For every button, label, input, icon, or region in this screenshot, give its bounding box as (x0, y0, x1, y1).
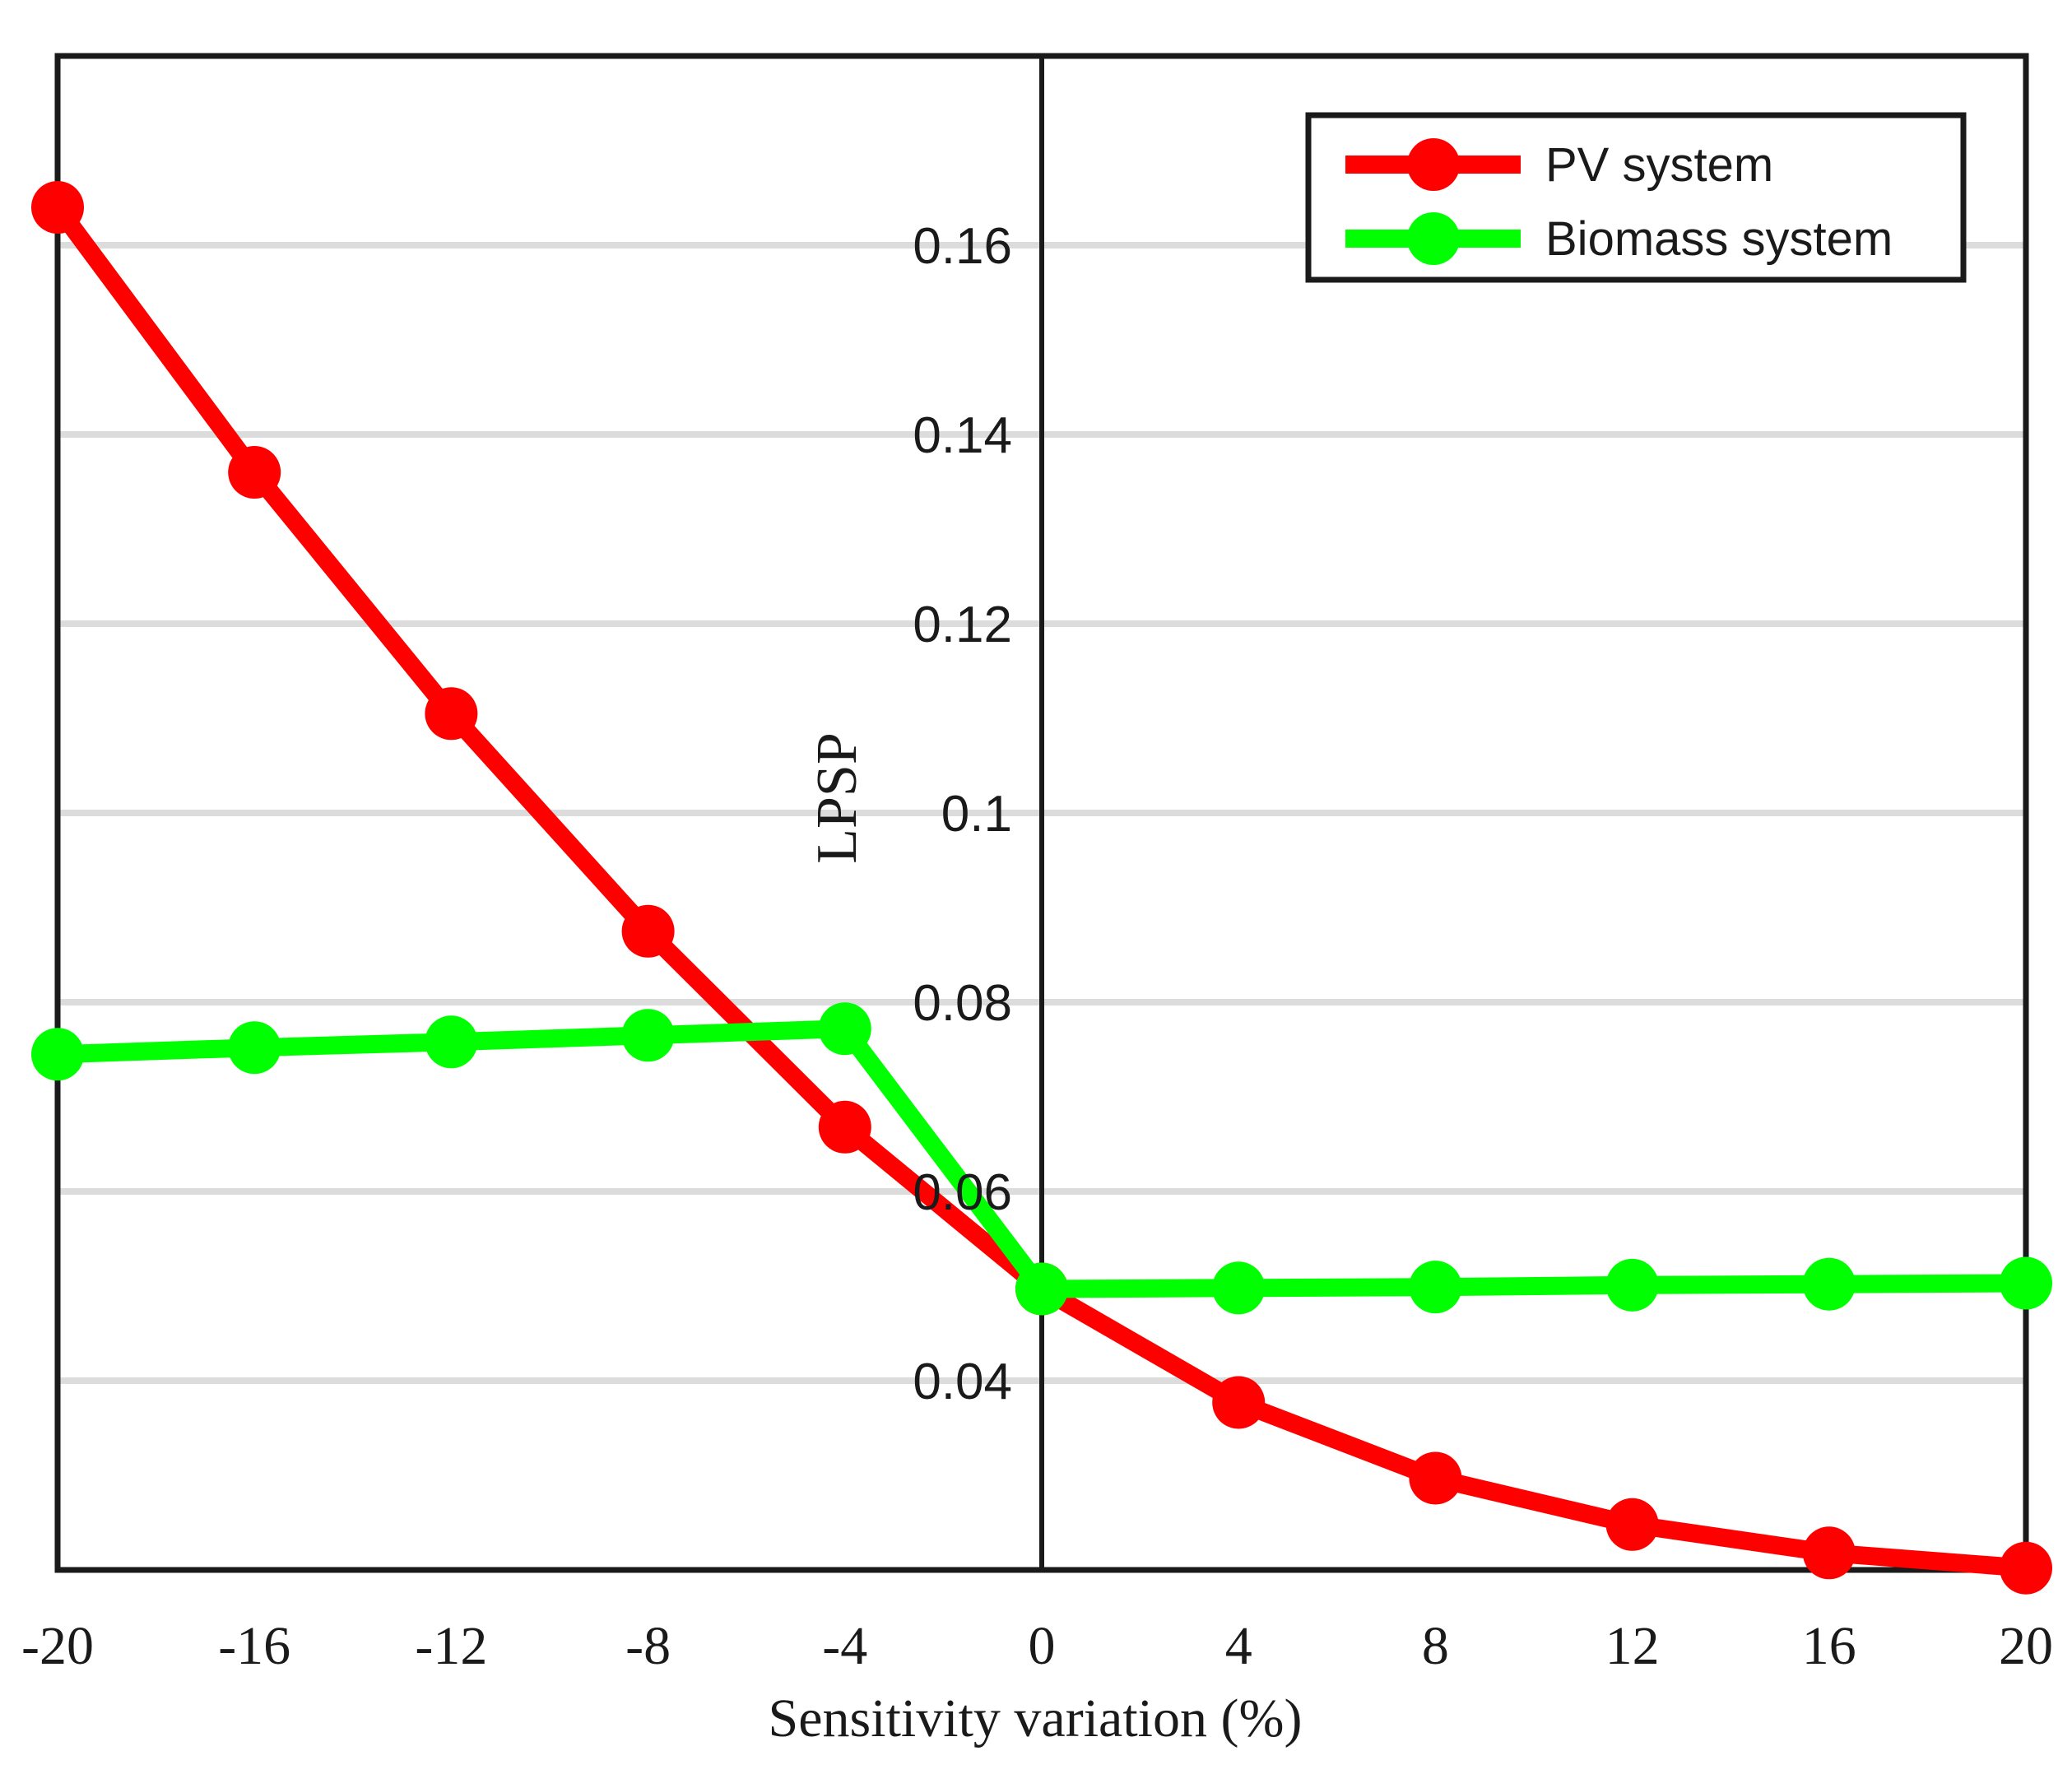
data-point-pv (1212, 1376, 1266, 1429)
data-point-biomass (621, 1009, 675, 1062)
data-point-pv (1409, 1451, 1462, 1505)
data-point-pv (1605, 1498, 1659, 1551)
data-point-biomass (1212, 1261, 1266, 1315)
x-tick-label: -20 (21, 1616, 94, 1676)
data-point-pv (621, 904, 675, 958)
data-point-biomass (818, 1002, 871, 1056)
legend-biomass-label: Biomass system (1545, 212, 1893, 266)
y-tick-label: 0.06 (913, 1164, 1012, 1221)
x-tick-label: 0 (1029, 1616, 1056, 1676)
x-tick-label: 4 (1225, 1616, 1252, 1676)
data-point-biomass (1802, 1257, 1856, 1311)
legend-pv-label: PV system (1545, 138, 1773, 192)
x-tick-label: -12 (415, 1616, 487, 1676)
x-axis-title: Sensitivity variation (%) (769, 1688, 1303, 1748)
x-tick-label: -4 (822, 1616, 867, 1676)
y-tick-label: 0.1 (941, 786, 1012, 843)
data-point-biomass (1015, 1262, 1068, 1316)
axis-layer (54, 53, 2029, 1573)
x-tick-label: 8 (1422, 1616, 1449, 1676)
data-point-pv (2000, 1541, 2052, 1595)
y-axis-title: LPSP (806, 732, 869, 864)
data-point-biomass (31, 1028, 84, 1081)
x-tick-label: 16 (1802, 1616, 1856, 1676)
data-point-pv (228, 446, 281, 499)
data-point-pv (425, 687, 478, 741)
legend-pv-marker (1407, 138, 1460, 191)
data-point-biomass (1409, 1261, 1462, 1314)
x-tick-label: 20 (1999, 1616, 2053, 1676)
x-tick-label: -8 (625, 1616, 671, 1676)
label-layer: 0.04 0.06 0.08 0.1 0.12 0.14 0.16 -20 -16 -12 -8 -4… (21, 218, 2053, 1676)
data-point-pv (818, 1100, 871, 1154)
legend-biomass-marker (1407, 212, 1460, 265)
y-tick-label: 0.14 (913, 407, 1012, 464)
series-layer (31, 181, 2052, 1595)
x-tick-label: -16 (218, 1616, 290, 1676)
legend: PV system Biomass system (1305, 112, 1967, 283)
data-point-biomass (228, 1021, 281, 1075)
x-tick-label: 12 (1605, 1616, 1660, 1676)
y-tick-label: 0.08 (913, 975, 1012, 1032)
y-tick-label: 0.12 (913, 597, 1012, 653)
y-tick-label: 0.04 (913, 1354, 1012, 1410)
data-point-pv (31, 181, 84, 234)
data-point-biomass (2000, 1256, 2052, 1310)
data-point-pv (1802, 1526, 1856, 1580)
data-point-biomass (425, 1015, 478, 1069)
data-point-biomass (1605, 1258, 1659, 1312)
y-tick-label: 0.16 (913, 218, 1012, 275)
